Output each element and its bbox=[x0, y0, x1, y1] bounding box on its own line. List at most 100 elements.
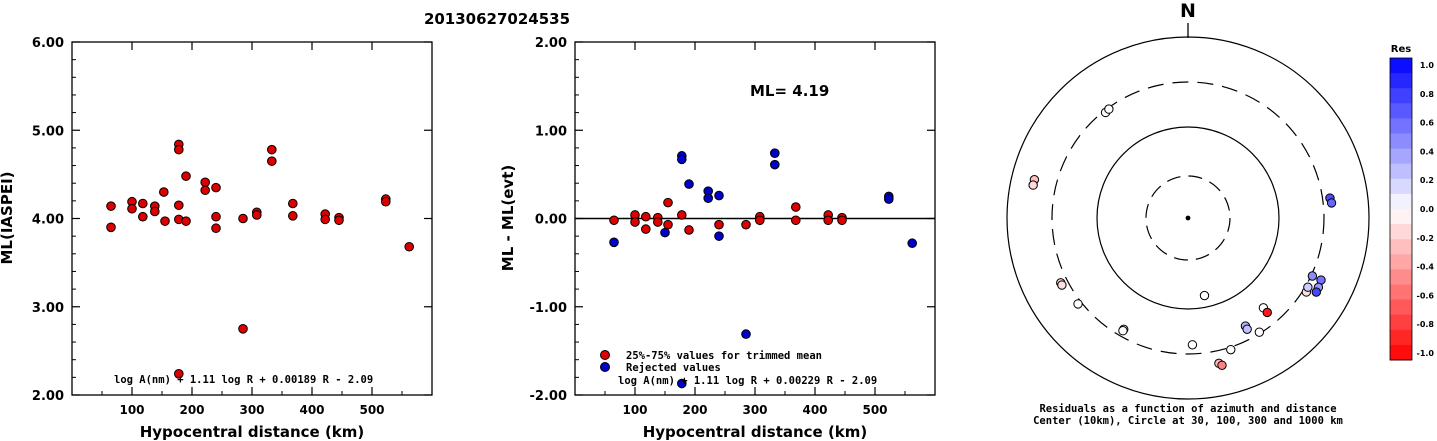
colorbar-tick-label: 0.2 bbox=[1420, 176, 1434, 185]
station-marker bbox=[1226, 344, 1236, 355]
panel-1-data-point bbox=[288, 211, 298, 221]
panel-1-data-point bbox=[211, 211, 221, 222]
panel-2-data-point bbox=[677, 154, 687, 165]
panel-2-data-point bbox=[684, 179, 694, 189]
station-marker bbox=[1262, 307, 1272, 318]
colorbar-tick-label: 1.0 bbox=[1420, 61, 1435, 70]
panel-2-y-axis-label: ML - ML(evt) bbox=[499, 165, 517, 271]
panel-1-x-tick-label: 300 bbox=[239, 403, 264, 417]
colorbar-tick-label: 0.8 bbox=[1420, 90, 1435, 99]
legend-trimmed-label: 25%-75% values for trimmed mean bbox=[626, 350, 822, 362]
panel-2-data-point bbox=[703, 193, 714, 204]
colorbar-cell bbox=[1390, 133, 1412, 150]
panel-2-data-point bbox=[641, 211, 651, 222]
panel-2-data-point bbox=[741, 329, 751, 339]
ring-1000km bbox=[1006, 36, 1370, 400]
panel-1-data-point bbox=[267, 156, 277, 166]
colorbar-frame bbox=[1389, 57, 1413, 361]
panel-1-data-point bbox=[106, 222, 116, 233]
panel-1-data-point bbox=[106, 201, 116, 211]
panel-2-data-point bbox=[677, 378, 687, 389]
panel-1-ticks: 100 200 300 400 500 2.00 3.00 4.00 5.00 6.00 bbox=[32, 36, 432, 417]
panel-2-data-point bbox=[791, 202, 801, 212]
panel-2-data-point bbox=[907, 238, 918, 249]
station-marker bbox=[1311, 287, 1321, 297]
map-caption-line-2: Center (10km), Circle at 30, 100, 300 an… bbox=[1033, 415, 1343, 427]
station-marker bbox=[1199, 290, 1210, 301]
colorbar-cell bbox=[1390, 299, 1412, 316]
colorbar-labels: 1.0 0.8 0.6 0.4 0.2 0.0 -0.2 -0.4 -0.6 -0.8 -1.0 bbox=[1417, 61, 1435, 358]
panel-1-data-point bbox=[181, 216, 191, 226]
panel-2-data-point bbox=[714, 219, 724, 230]
panel-1-x-tick-label: 400 bbox=[299, 403, 324, 417]
colorbar-tick-label: 0.4 bbox=[1420, 147, 1435, 156]
panel-1-data-point bbox=[211, 223, 221, 234]
panel-1-data-point bbox=[127, 203, 137, 214]
station-marker bbox=[1303, 282, 1313, 292]
colorbar-tick-label: -0.6 bbox=[1417, 291, 1435, 300]
colorbar-cell bbox=[1390, 193, 1412, 210]
legend-rejected-label: Rejected values bbox=[626, 362, 721, 374]
panel-1-data-point bbox=[159, 187, 169, 197]
panel-2-data-point bbox=[755, 215, 765, 226]
panel-2-data-point bbox=[837, 215, 847, 226]
panel-1-y-axis-label: ML(IASPEI) bbox=[0, 171, 16, 264]
panel-2-y-tick-label: 2.00 bbox=[535, 36, 567, 51]
station-markers bbox=[1028, 104, 1337, 370]
panel-2-x-tick-label: 500 bbox=[862, 403, 887, 417]
colorbar-cell bbox=[1390, 314, 1412, 331]
panel-2-x-axis-label: Hypocentral distance (km) bbox=[643, 423, 868, 441]
panel-2-data-point bbox=[741, 219, 751, 230]
colorbar-cell bbox=[1390, 88, 1412, 104]
panel-1-x-tick-label: 100 bbox=[119, 403, 144, 417]
panel-2-data-point bbox=[791, 215, 801, 226]
panel-1-data-point bbox=[238, 213, 248, 224]
panel-1-x-axis-label: Hypocentral distance (km) bbox=[140, 423, 365, 441]
colorbar-cell bbox=[1390, 73, 1412, 89]
legend-trimmed-marker bbox=[600, 350, 610, 360]
colorbar-cell bbox=[1390, 329, 1412, 346]
colorbar-cell bbox=[1390, 344, 1412, 361]
panel-2-data-point bbox=[609, 215, 619, 226]
colorbar-cell bbox=[1390, 58, 1412, 74]
panel-1-x-tick-label: 500 bbox=[359, 403, 384, 417]
panel-2-y-tick-label: 0.00 bbox=[535, 213, 567, 228]
panel-2-x-tick-label: 400 bbox=[802, 403, 827, 417]
colorbar-tick-label: -1.0 bbox=[1417, 349, 1435, 358]
figure-title: 20130627024535 bbox=[424, 10, 570, 28]
panel-1-x-tick-label: 200 bbox=[179, 403, 204, 417]
panel-1-data-point bbox=[150, 206, 160, 217]
colorbar-cell bbox=[1390, 269, 1412, 285]
ml-annotation: ML= 4.19 bbox=[750, 82, 829, 100]
ring-30km bbox=[1145, 175, 1231, 261]
panel-1-data-point bbox=[381, 196, 391, 207]
panel-1-data-point bbox=[238, 324, 248, 334]
colorbar-cell bbox=[1390, 118, 1412, 134]
colorbar-cell bbox=[1390, 284, 1412, 301]
colorbar-cell bbox=[1390, 163, 1412, 180]
residual-colorbar: Res 1.0 0.8 0.6 0.4 0.2 0.0 -0.2 -0.4 -0.6 -0.8 -1… bbox=[1389, 44, 1435, 361]
colorbar-cell bbox=[1390, 239, 1412, 255]
panel-ml-iaspei: 100 200 300 400 500 2.00 3.00 4.00 5.00 6.00 log … bbox=[0, 36, 433, 441]
panel-residual: 100 200 300 400 500 -2.00 -1.00 0.00 1.00 2.00 ML… bbox=[499, 36, 936, 441]
station-marker bbox=[1028, 180, 1038, 190]
ring-300km bbox=[1051, 81, 1325, 355]
north-label: N bbox=[1180, 0, 1196, 22]
panel-1-data-point bbox=[200, 185, 210, 196]
panel-2-data-point bbox=[770, 148, 780, 158]
panel-2-x-tick-label: 300 bbox=[742, 403, 767, 417]
ring-100km bbox=[1096, 126, 1280, 310]
panel-1-data-point bbox=[160, 216, 170, 226]
panel-1-data-point bbox=[138, 198, 148, 209]
station-marker bbox=[1073, 299, 1083, 309]
panel-1-data-point bbox=[334, 215, 344, 226]
panel-1-data-point bbox=[138, 211, 148, 222]
panel-2-data-point bbox=[660, 227, 670, 238]
station-marker bbox=[1217, 360, 1227, 370]
panel-2-data-point bbox=[630, 217, 640, 227]
colorbar-cells bbox=[1389, 57, 1413, 361]
panel-2-y-tick-label: -1.00 bbox=[530, 301, 567, 316]
colorbar-tick-label: 0.6 bbox=[1420, 119, 1435, 128]
panel-1-y-tick-label: 3.00 bbox=[32, 301, 64, 316]
